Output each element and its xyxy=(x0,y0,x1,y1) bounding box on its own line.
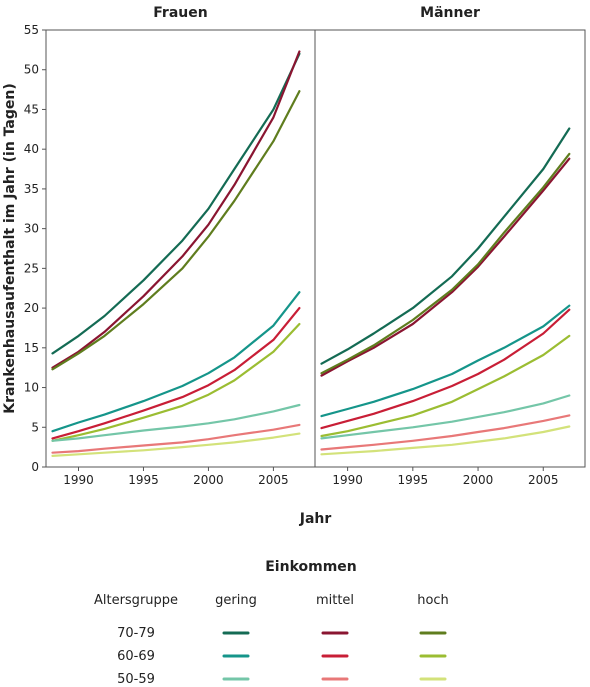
y-tick-label: 0 xyxy=(31,460,39,474)
x-tick-label: 2005 xyxy=(528,473,559,487)
y-tick-label: 30 xyxy=(24,222,39,236)
series-line-70-79-mittel xyxy=(320,157,571,377)
series-line-60-69-hoch xyxy=(320,334,571,438)
series-line-50-59-gering xyxy=(320,394,571,440)
legend-title: Einkommen xyxy=(265,559,357,575)
x-tick-label: 1995 xyxy=(128,473,159,487)
legend-row-70-79: 70-79 xyxy=(117,626,155,641)
x-tick-label: 2000 xyxy=(193,473,224,487)
series-line-50-59-mittel xyxy=(51,423,301,454)
series-line-60-69-gering xyxy=(51,291,301,433)
legend-column-mittel: mittel xyxy=(316,593,354,608)
panel-title: Frauen xyxy=(153,5,207,21)
series-line-60-69-gering xyxy=(320,304,571,418)
series-line-60-69-mittel xyxy=(320,308,571,430)
y-tick-label: 5 xyxy=(31,420,39,434)
series-line-50-59-mittel xyxy=(320,414,571,451)
series-line-50-59-gering xyxy=(51,403,301,442)
y-tick-label: 55 xyxy=(24,23,39,37)
legend-column-hoch: hoch xyxy=(417,593,449,608)
legend-row-60-69: 60-69 xyxy=(117,649,155,664)
series-line-70-79-hoch xyxy=(51,90,301,371)
y-tick-label: 20 xyxy=(24,301,39,315)
legend-row-header: Altersgruppe xyxy=(94,593,178,608)
series-line-60-69-hoch xyxy=(51,322,301,442)
series-line-70-79-gering xyxy=(51,52,301,355)
legend-column-gering: gering xyxy=(215,593,257,608)
x-tick-label: 1990 xyxy=(332,473,363,487)
series-line-70-79-mittel xyxy=(51,50,301,369)
series-line-50-59-hoch xyxy=(51,432,301,457)
panel-title: Männer xyxy=(420,5,480,21)
x-tick-label: 1990 xyxy=(63,473,94,487)
x-tick-label: 2005 xyxy=(258,473,289,487)
y-tick-label: 40 xyxy=(24,142,39,156)
legend-row-50-59: 50-59 xyxy=(117,672,155,687)
x-tick-label: 1995 xyxy=(398,473,429,487)
y-tick-label: 15 xyxy=(24,341,39,355)
y-tick-label: 25 xyxy=(24,261,39,275)
y-tick-label: 50 xyxy=(24,63,39,77)
y-tick-label: 45 xyxy=(24,102,39,116)
series-line-70-79-hoch xyxy=(320,152,571,375)
x-axis-title: Jahr xyxy=(299,511,332,527)
series-line-60-69-mittel xyxy=(51,307,301,440)
x-tick-label: 2000 xyxy=(463,473,494,487)
y-axis-title: Krankenhausaufenthalt im Jahr (in Tagen) xyxy=(2,83,18,414)
y-tick-label: 10 xyxy=(24,381,39,395)
series-line-70-79-gering xyxy=(320,127,571,365)
y-tick-label: 35 xyxy=(24,182,39,196)
plot-area: 0 5 10 15 20 25 30 35 40 45 50 55 Krankenhausaufenth… xyxy=(2,5,586,527)
legend: Einkommen Altersgruppe gering mittel hoch 70-… xyxy=(94,559,449,687)
series-line-50-59-hoch xyxy=(320,425,571,456)
